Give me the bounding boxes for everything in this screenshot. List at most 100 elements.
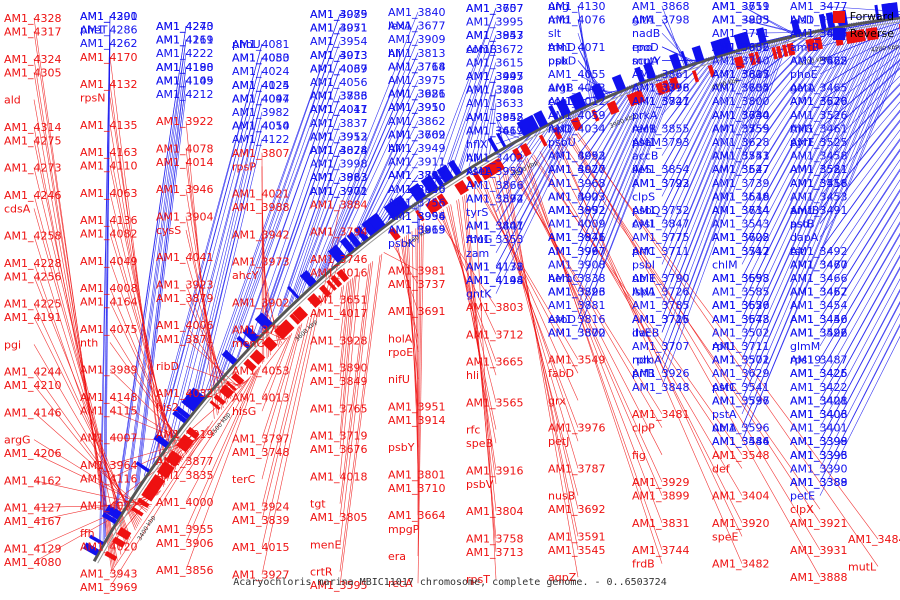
gene-label: AM1_3559 <box>712 122 770 135</box>
gene-label: AM1_3466 <box>790 272 848 285</box>
backbone-ring <box>92 16 900 564</box>
gene-pointer-line <box>474 75 497 163</box>
gene-label: AM1_4076 <box>548 14 606 27</box>
gene-label: lspA <box>632 286 656 299</box>
gene-pointer-line <box>33 194 128 545</box>
gene-label: AM1_4210 <box>4 379 62 392</box>
gene-label: ubiA <box>712 422 737 435</box>
gene-label: AM1_4028 <box>310 144 368 157</box>
gene-label: AM1_3711 <box>632 245 690 258</box>
gene-label: AM1_4246 <box>4 189 62 202</box>
gene-pointer-line <box>177 98 263 430</box>
forward-gene-feature <box>733 55 745 70</box>
gene-label: AM1_3805 <box>310 511 368 524</box>
gene-label: AM1_3976 <box>548 422 606 435</box>
gene-pointer-line <box>741 21 857 224</box>
gene-label: AM1_3912 <box>310 130 368 143</box>
gene-pointer-line <box>741 29 900 401</box>
gene-label: hisD <box>790 14 814 27</box>
gene-label: AM1_4072 <box>80 500 138 513</box>
gene-label: AM1_4052 <box>548 150 606 163</box>
gene-label: AM1_4270 <box>156 20 214 33</box>
gene-label: AM1_3973 <box>232 256 290 269</box>
gene-pointer-line <box>495 130 520 138</box>
gene-pointer-line <box>819 323 900 483</box>
gene-pointer-line <box>261 324 301 453</box>
gene-pointer-line <box>212 27 341 387</box>
gene-label: AM1_4051 <box>310 22 368 35</box>
gene-label: AM1_4131 <box>466 260 524 273</box>
gene-label: AM1_3923 <box>156 278 214 291</box>
gene-pointer-line <box>741 19 800 34</box>
gene-pointer-line <box>147 43 263 471</box>
gene-pointer-line <box>495 114 565 226</box>
gene-label: AM1_3713 <box>466 546 524 559</box>
gene-label: AM1_3518 <box>790 177 848 190</box>
gene-label: coaD <box>548 95 576 108</box>
gene-pointer-line <box>411 231 419 475</box>
gene-label: dapA <box>790 231 819 244</box>
gene-pointer-line <box>819 200 900 333</box>
gene-label: tgt <box>310 498 326 511</box>
gene-label: AM1_4116 <box>80 472 138 485</box>
gene-label: AM1_3903 <box>548 190 606 203</box>
gene-pointer-line <box>661 52 724 143</box>
gene-pointer-line <box>819 5 900 12</box>
gene-label: AM1_4324 <box>4 53 62 66</box>
gene-label: AM1_4075 <box>80 323 138 336</box>
gene-pointer-line <box>741 23 845 183</box>
gene-label: mutL <box>848 560 877 573</box>
gene-pointer-line <box>167 84 263 444</box>
gene-pointer-line <box>220 41 341 378</box>
gene-pointer-line <box>185 297 233 398</box>
gene-pointer-line <box>741 22 853 211</box>
gene-label: AM1_3457 <box>790 286 848 299</box>
gene-pointer-line <box>446 206 497 403</box>
gene-label: AM1_3921 <box>790 517 848 530</box>
gene-label: AM1_4025 <box>232 79 290 92</box>
gene-label: AM1_3701 <box>310 185 368 198</box>
reverse-gene-feature <box>431 171 444 187</box>
gene-pointer-line <box>318 39 419 279</box>
gene-label: AM1_4078 <box>156 142 214 155</box>
gene-pointer-line <box>261 336 289 371</box>
gene-label: psbU <box>548 136 576 149</box>
gene-label: AM1_3596 <box>712 422 770 435</box>
gene-pointer-line <box>819 139 900 251</box>
gene-pointer-line <box>506 169 579 578</box>
gene-pointer-line <box>450 204 497 444</box>
gene-label: AM1_3421 <box>790 394 848 407</box>
gene-label: AM1_3986 <box>388 88 446 101</box>
gene-label: AM1_3458 <box>790 150 848 163</box>
gene-label: AM1_3906 <box>156 537 214 550</box>
forward-gene-feature <box>112 536 126 548</box>
gene-label: AM1_3788 <box>232 324 290 337</box>
map-caption: Acaryochloris marina MBIC11017 chromosom… <box>233 577 667 588</box>
reverse-gene-feature <box>548 104 559 121</box>
reverse-gene-feature <box>327 244 346 263</box>
gene-label: AM1_3585 <box>712 286 770 299</box>
forward-gene-feature <box>415 209 425 222</box>
gene-pointer-line <box>495 106 582 267</box>
gene-label: fhuG <box>466 233 492 246</box>
gene-pointer-line <box>185 375 252 475</box>
gene-pointer-line <box>577 73 662 265</box>
gene-label: AM1_3491 <box>790 204 848 217</box>
gene-label: AM1_3398 <box>790 435 848 448</box>
gene-pointer-line <box>330 79 419 268</box>
gene-label: AM1_3919 <box>156 428 214 441</box>
gene-label: AM1_3407 <box>466 220 524 233</box>
gene-label: AM1_3644 <box>712 109 770 122</box>
gene-label: mutY <box>632 54 661 67</box>
gene-label: AM1_3726 <box>632 286 690 299</box>
gene-pointer-line <box>33 262 131 539</box>
gene-label: AM1_3748 <box>232 446 290 459</box>
gene-label: exoD <box>548 313 576 326</box>
gene-pointer-line <box>495 118 556 213</box>
gene-label: AM1_3821 <box>632 95 690 108</box>
gene-label: AM1_4053 <box>232 364 290 377</box>
gene-label: AM1_4301 <box>80 10 138 23</box>
gene-label: AM1_3440 <box>790 313 848 326</box>
gene-label: AM1_3908 <box>548 258 606 271</box>
gene-label: AM1_4275 <box>4 134 62 147</box>
